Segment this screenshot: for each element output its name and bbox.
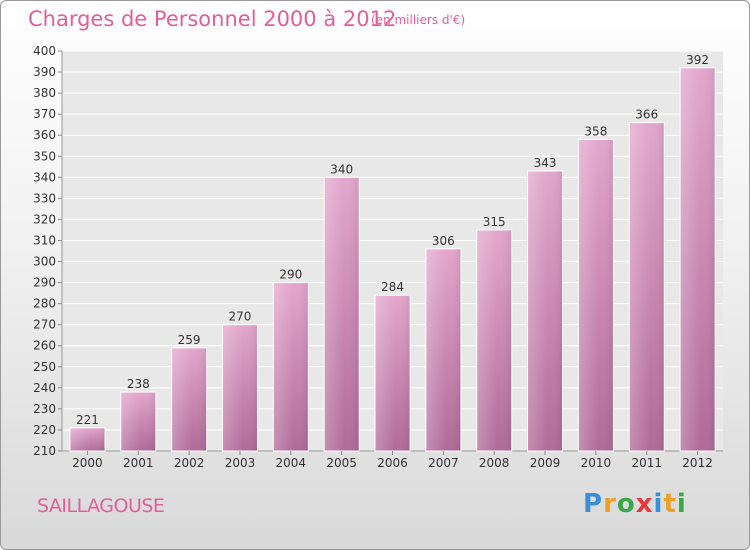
x-tick-label: 2011 [631,456,662,470]
brand-letter: r [603,489,617,519]
y-tick-label: 270 [33,318,56,332]
bar-shade [578,139,614,451]
data-label: 392 [686,53,709,67]
bar-shade [273,282,309,451]
y-tick-label: 330 [33,191,56,205]
y-tick-label: 260 [33,339,56,353]
x-tick-label: 2006 [377,456,408,470]
x-tick-label: 2008 [479,456,510,470]
chart-subtitle: (en milliers d'€) [371,13,466,27]
bar-shade [324,177,360,451]
data-label: 259 [178,333,201,347]
x-tick-label: 2005 [326,456,357,470]
y-tick-label: 300 [33,255,56,269]
bar-shade [527,171,563,451]
brand-letter: i [653,489,664,519]
y-tick-label: 350 [33,149,56,163]
data-label: 366 [635,108,658,122]
x-tick-label: 2007 [428,456,459,470]
bar-shade [629,122,665,451]
y-tick-label: 400 [33,44,56,58]
bar-shade [120,392,156,451]
data-label: 284 [381,280,404,294]
x-tick-label: 2004 [276,456,307,470]
y-tick-label: 360 [33,128,56,142]
y-tick-label: 320 [33,212,56,226]
data-label: 270 [229,310,252,324]
x-tick-label: 2003 [225,456,256,470]
bar-shade [69,427,105,451]
brand-letter: x [635,489,654,519]
bar-shade [476,229,512,451]
data-label: 315 [483,215,506,229]
x-tick-label: 2002 [174,456,205,470]
commune-name: SAILLAGOUSE [37,495,165,517]
data-label: 290 [279,268,302,282]
y-tick-label: 250 [33,360,56,374]
y-tick-label: 240 [33,381,56,395]
bar-shade [375,295,410,451]
data-label: 343 [534,156,557,170]
y-tick-label: 380 [33,86,56,100]
brand-letter: t [663,489,677,519]
bar-shade [171,347,207,451]
bar-shade [425,248,461,451]
brand-letter: i [676,489,687,519]
brand-letter: P [583,489,604,519]
proxiti-logo: Proxiti [583,489,687,519]
bar-shade [222,324,258,451]
x-tick-label: 2001 [123,456,154,470]
y-tick-label: 210 [33,444,56,458]
brand-letter: o [616,489,636,519]
y-tick-label: 310 [33,233,56,247]
chart-title: Charges de Personnel 2000 à 2012 [28,7,397,31]
data-label: 340 [330,162,353,176]
y-tick-label: 290 [33,276,56,290]
x-tick-label: 2012 [682,456,713,470]
y-tick-label: 390 [33,65,56,79]
data-label: 238 [127,377,150,391]
data-label: 358 [584,124,607,138]
bar-shade [680,67,716,451]
x-tick-label: 2000 [72,456,103,470]
y-tick-label: 370 [33,107,56,121]
y-tick-label: 340 [33,170,56,184]
data-label: 306 [432,234,455,248]
data-label: 221 [76,413,99,427]
y-tick-label: 220 [33,423,56,437]
x-tick-label: 2010 [581,456,612,470]
y-tick-label: 280 [33,297,56,311]
x-tick-label: 2009 [530,456,561,470]
y-tick-label: 230 [33,402,56,416]
